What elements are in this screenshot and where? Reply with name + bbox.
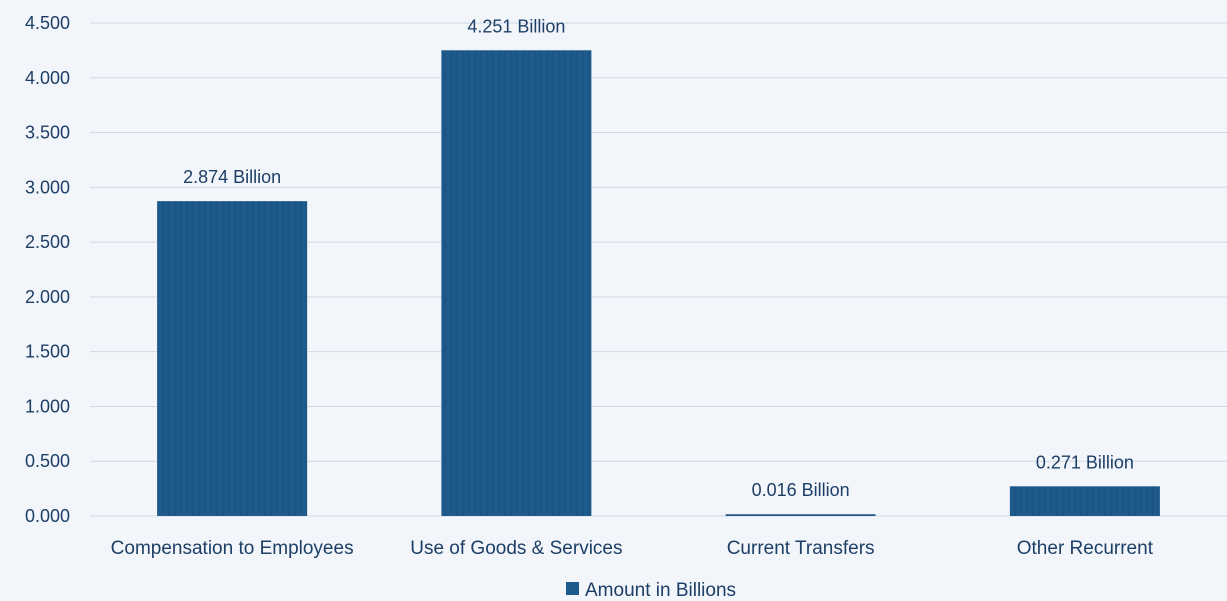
y-axis: 0.000 0.500 1.000 1.500 2.000 2.500 3.000 3.500…: [25, 13, 70, 526]
data-label: 4.251 Billion: [467, 16, 565, 36]
x-tick-label: Other Recurrent: [1017, 538, 1154, 559]
data-label: 0.016 Billion: [752, 480, 850, 500]
y-tick-label: 2.000: [25, 287, 70, 307]
legend-label: Amount in Billions: [585, 580, 736, 601]
y-tick-label: 2.500: [25, 232, 70, 252]
bar: [725, 514, 876, 516]
y-tick-label: 4.000: [25, 68, 70, 88]
x-tick-label: Use of Goods & Services: [410, 538, 622, 559]
y-tick-label: 3.000: [25, 177, 70, 197]
bar: [157, 201, 308, 516]
bar: [1009, 486, 1160, 516]
x-tick-label: Compensation to Employees: [111, 538, 354, 559]
y-tick-label: 1.000: [25, 396, 70, 416]
x-axis: Compensation to Employees Use of Goods & …: [111, 538, 1154, 559]
bars: [157, 50, 1160, 517]
y-tick-label: 1.500: [25, 342, 70, 362]
x-tick-label: Current Transfers: [727, 538, 875, 559]
y-tick-label: 0.000: [25, 506, 70, 526]
legend-swatch: [566, 582, 579, 595]
legend: Amount in Billions: [566, 580, 736, 601]
y-tick-label: 3.500: [25, 123, 70, 143]
y-tick-label: 0.500: [25, 451, 70, 471]
bar: [441, 50, 592, 517]
y-tick-label: 4.500: [25, 13, 70, 33]
data-labels: 2.874 Billion 4.251 Billion 0.016 Billion 0…: [183, 16, 1134, 500]
data-label: 0.271 Billion: [1036, 452, 1134, 472]
data-label: 2.874 Billion: [183, 167, 281, 187]
